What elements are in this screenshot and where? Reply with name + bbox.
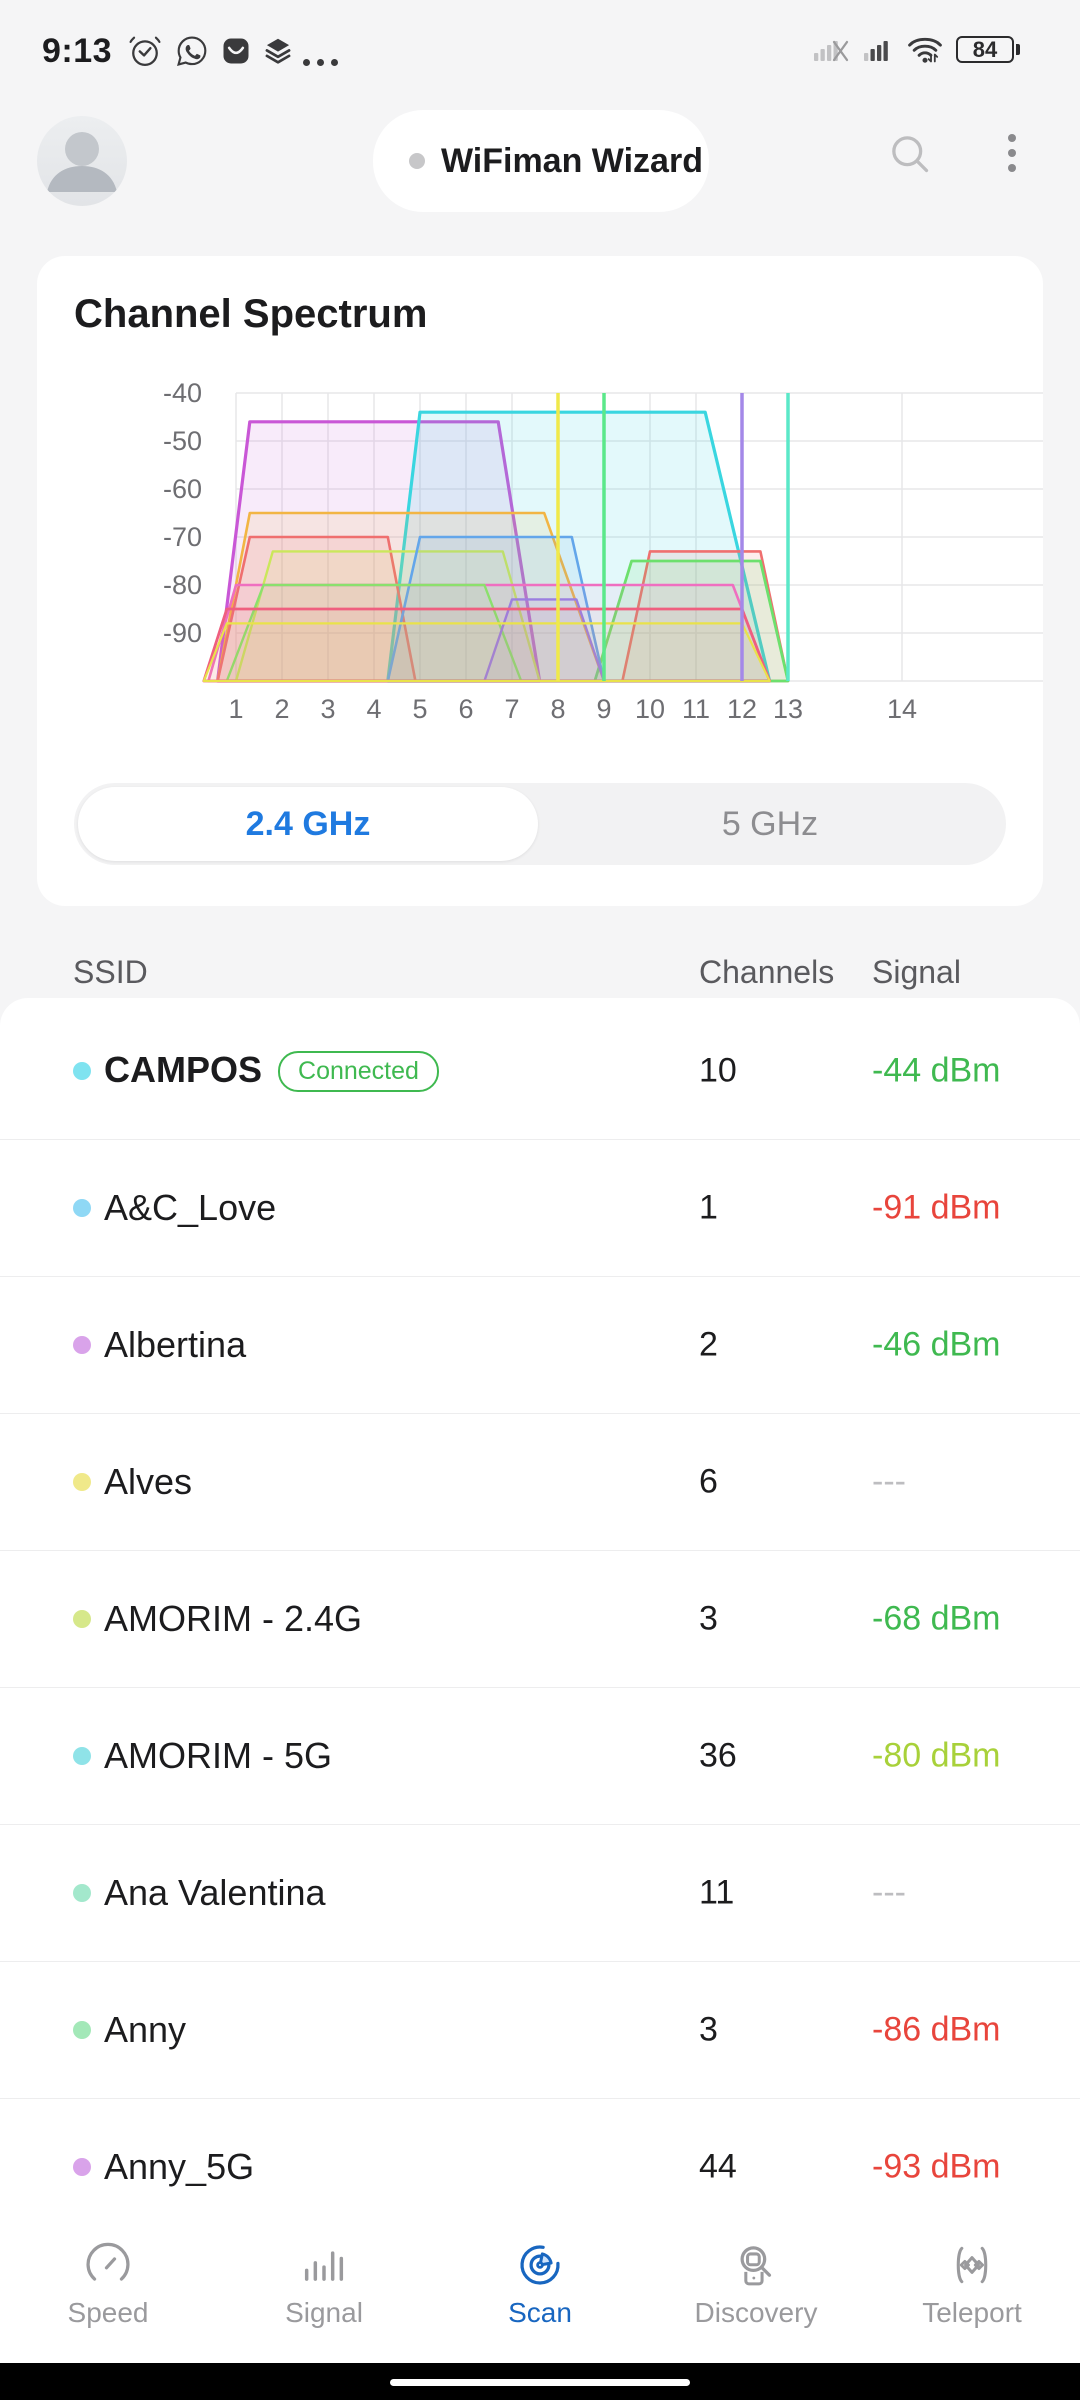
svg-text:-50: -50 bbox=[163, 426, 202, 456]
svg-text:10: 10 bbox=[635, 694, 665, 724]
svg-text:7: 7 bbox=[504, 694, 519, 724]
svg-text:8: 8 bbox=[550, 694, 565, 724]
svg-text:4: 4 bbox=[366, 694, 381, 724]
svg-text:9: 9 bbox=[596, 694, 611, 724]
svg-text:13: 13 bbox=[773, 694, 803, 724]
svg-text:6: 6 bbox=[458, 694, 473, 724]
svg-text:5: 5 bbox=[412, 694, 427, 724]
svg-text:11: 11 bbox=[682, 694, 710, 724]
svg-text:-90: -90 bbox=[163, 618, 202, 648]
svg-text:-60: -60 bbox=[163, 474, 202, 504]
svg-text:1: 1 bbox=[228, 694, 243, 724]
svg-text:-80: -80 bbox=[163, 570, 202, 600]
svg-text:-40: -40 bbox=[163, 378, 202, 408]
svg-text:14: 14 bbox=[887, 694, 917, 724]
svg-text:2: 2 bbox=[274, 694, 289, 724]
svg-text:3: 3 bbox=[320, 694, 335, 724]
svg-text:12: 12 bbox=[727, 694, 757, 724]
svg-text:-70: -70 bbox=[163, 522, 202, 552]
